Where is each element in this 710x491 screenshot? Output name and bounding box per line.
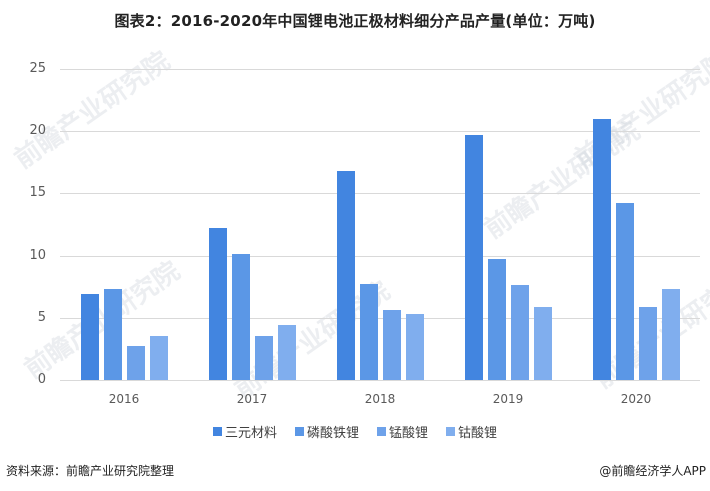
legend-item: 磷酸铁锂: [294, 422, 359, 441]
legend-label: 磷酸铁锂: [306, 426, 359, 441]
y-tick-label: 10: [29, 247, 46, 263]
chart-title: 图表2：2016-2020年中国锂电池正极材料细分产品产量(单位：万吨): [114, 12, 596, 30]
bar: [359, 284, 378, 380]
legend-label: 钴酸锂: [458, 426, 498, 441]
x-tick-label: 2020: [620, 392, 652, 406]
gridline: [60, 69, 700, 70]
bar: [149, 336, 168, 380]
bar: [336, 171, 355, 380]
bar: [533, 306, 552, 380]
legend: 三元材料 磷酸铁锂 锰酸锂 钴酸锂: [0, 422, 710, 441]
legend-swatch-icon: [294, 427, 304, 436]
x-tick-label: 2018: [364, 392, 396, 406]
bar: [510, 285, 529, 380]
bar: [487, 259, 506, 380]
bar: [277, 325, 296, 380]
legend-swatch-icon: [212, 427, 222, 436]
bar: [254, 336, 273, 380]
bar: [405, 314, 424, 380]
bar: [661, 289, 680, 380]
gridline: [60, 131, 700, 133]
source-note: 资料来源：前瞻产业研究院整理: [6, 464, 175, 478]
plot-area: [60, 69, 700, 381]
bar: [103, 289, 122, 380]
legend-swatch-icon: [446, 427, 456, 436]
credit-note: @前瞻经济学人APP: [599, 464, 706, 478]
y-tick-label: 0: [37, 372, 46, 387]
gridline: [60, 255, 700, 257]
x-tick-label: 2017: [236, 392, 268, 406]
legend-item: 钴酸锂: [446, 422, 497, 441]
bar: [80, 294, 99, 380]
bar: [382, 310, 401, 380]
bar: [615, 203, 634, 380]
gridline: [60, 193, 700, 195]
legend-swatch-icon: [377, 427, 386, 436]
y-tick-label: 25: [29, 61, 46, 76]
bar: [208, 228, 227, 380]
bar: [592, 118, 611, 380]
bar: [231, 254, 250, 380]
bar: [638, 306, 657, 380]
y-tick-label: 20: [29, 123, 46, 139]
legend-item: 三元材料: [212, 422, 277, 441]
x-tick-label: 2016: [108, 392, 140, 406]
legend-label: 三元材料: [224, 426, 277, 441]
bar: [126, 346, 145, 380]
x-tick-label: 2019: [492, 392, 524, 406]
bar: [464, 134, 483, 380]
gridline: [60, 380, 700, 381]
legend-item: 锰酸锂: [377, 422, 428, 441]
legend-label: 锰酸锂: [389, 426, 429, 441]
gridline: [60, 317, 700, 319]
y-tick-label: 15: [29, 185, 46, 201]
y-tick-label: 5: [37, 309, 46, 325]
